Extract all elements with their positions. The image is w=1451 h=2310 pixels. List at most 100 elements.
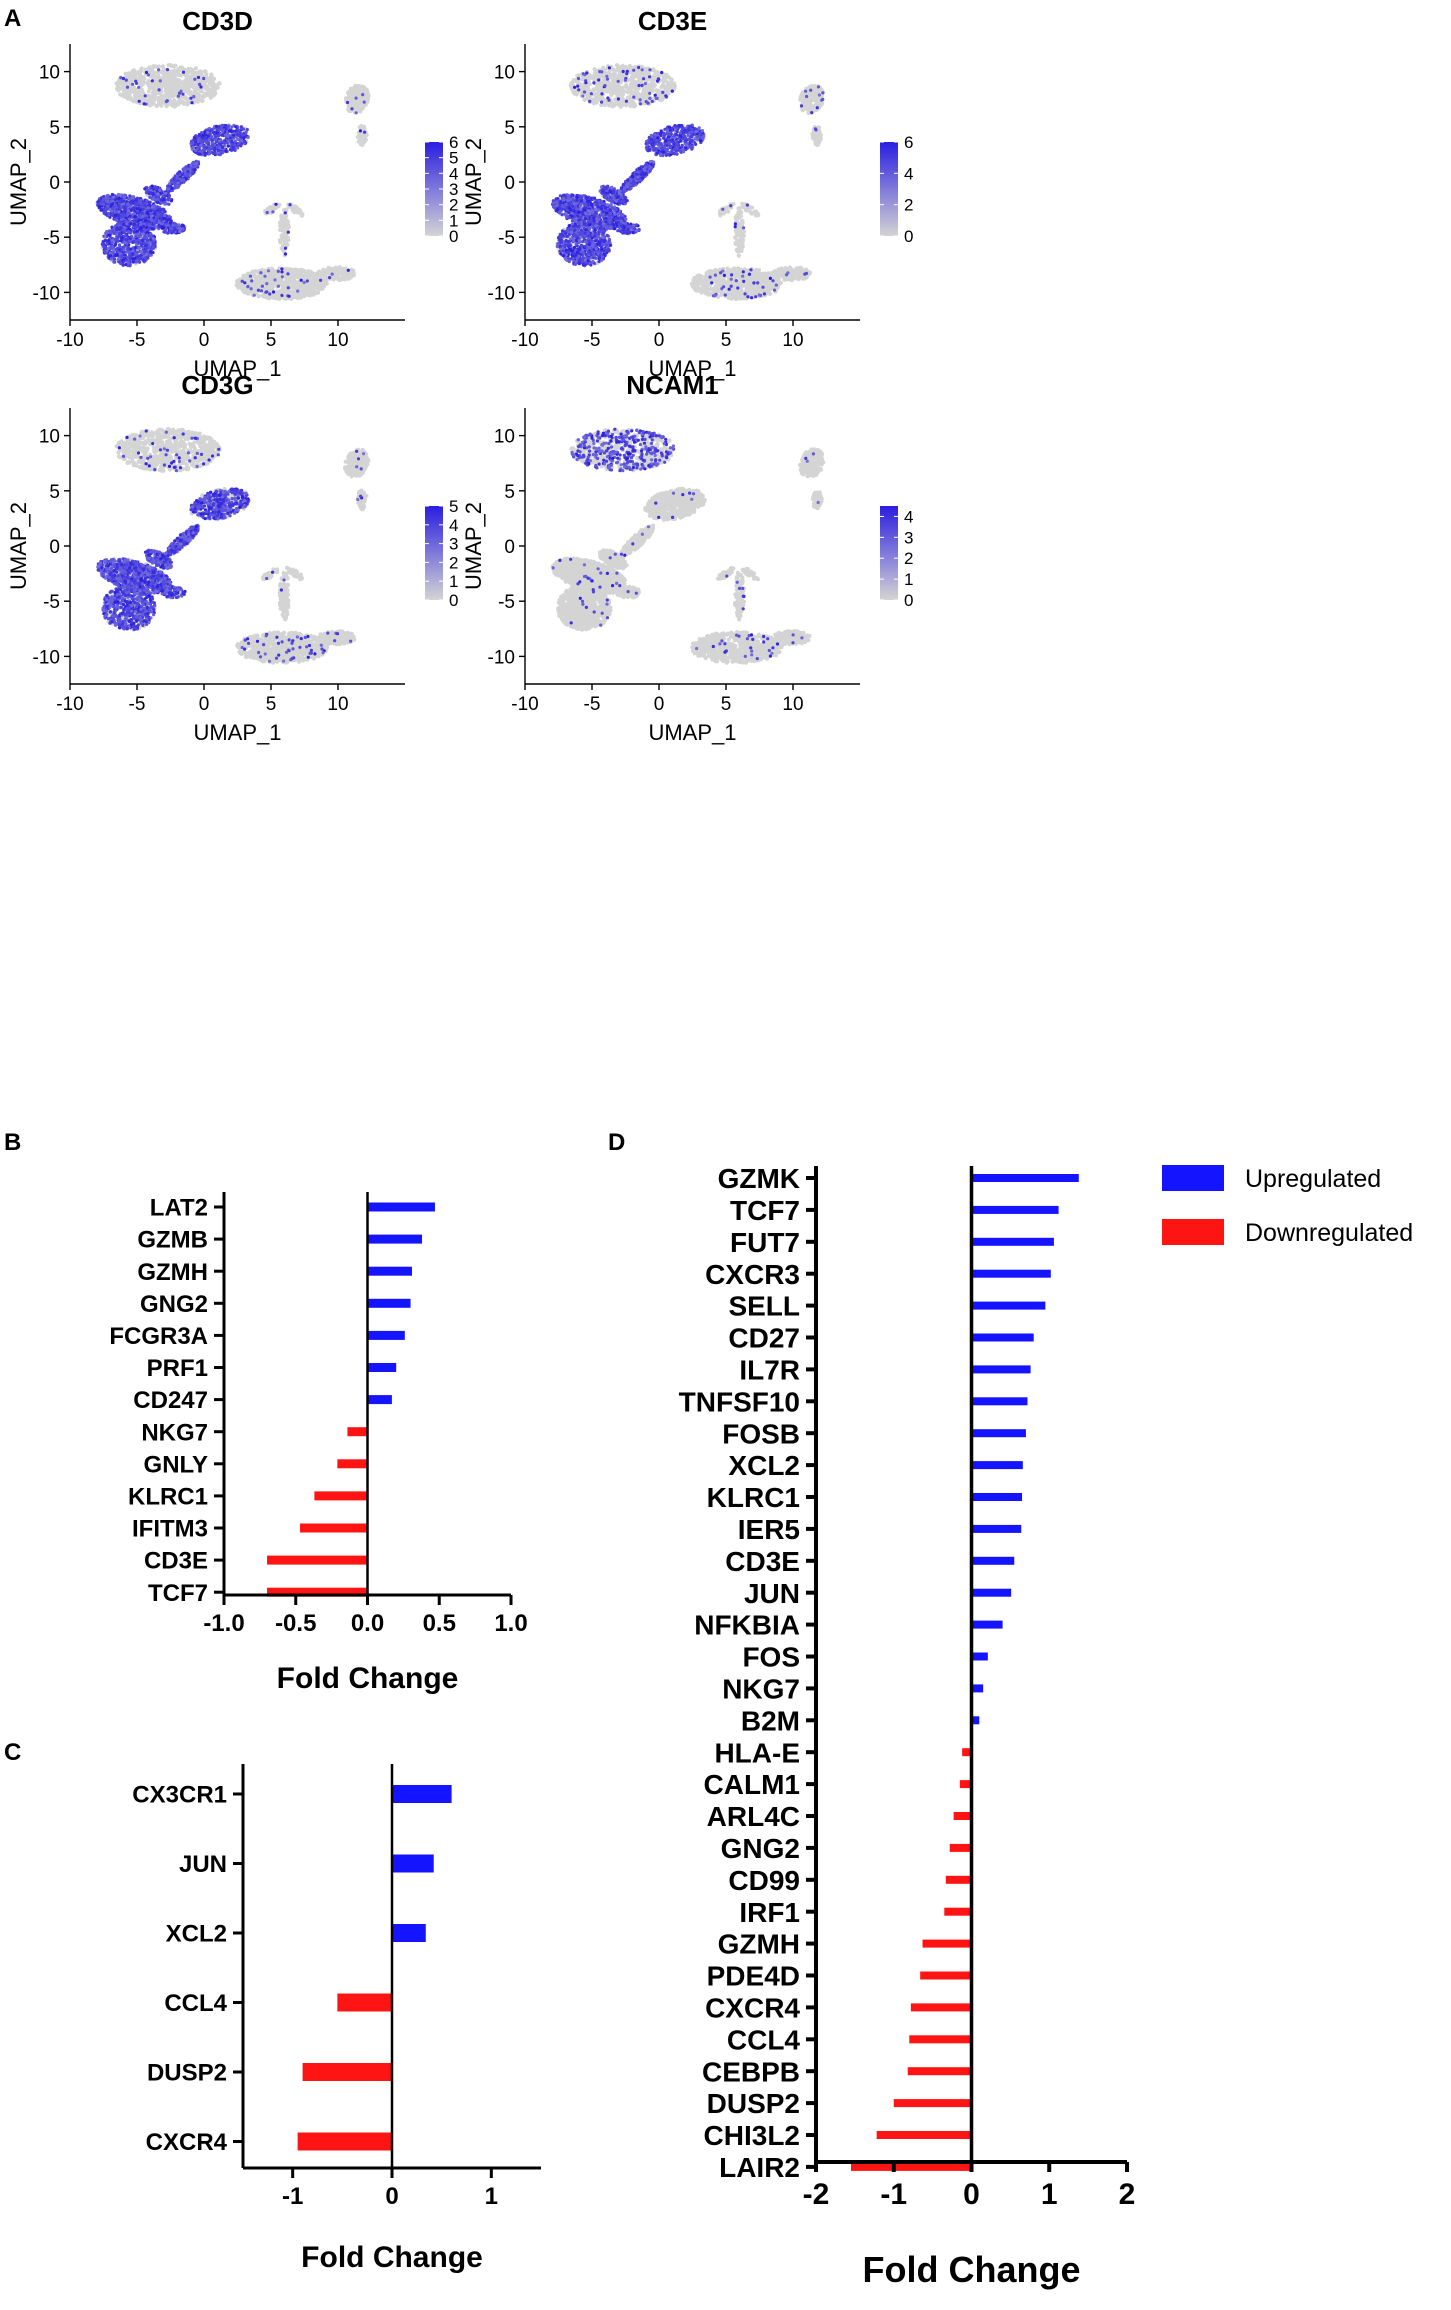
umap-panel-cd3d: CD3D-10 -5 0 5 10-10-50510UMAP_1UMAP_2012345…	[6, 6, 458, 381]
umap-cell	[178, 229, 182, 233]
umap-cell	[358, 129, 362, 133]
umap-cell	[194, 89, 199, 94]
umap-cell	[138, 260, 142, 264]
umap-cell	[213, 137, 217, 141]
umap-cell	[167, 202, 171, 206]
umap-cell	[265, 290, 269, 294]
umap-cell	[246, 285, 250, 289]
umap-cell	[151, 242, 155, 246]
umap-cell	[659, 84, 664, 90]
umap-cell	[665, 80, 670, 85]
umap-cell	[246, 135, 250, 140]
umap-cell	[168, 217, 172, 221]
umap-cell	[131, 237, 135, 241]
umap-cell	[155, 79, 160, 84]
umap-cell	[202, 69, 207, 74]
umap-cell	[138, 208, 142, 212]
umap-cell	[110, 241, 114, 245]
umap-cell	[328, 276, 332, 280]
umap-cell	[179, 89, 183, 93]
umap-cell	[132, 230, 136, 234]
umap-cell	[173, 63, 178, 68]
umap-cell	[107, 233, 111, 237]
umap-cell	[147, 98, 152, 103]
umap-cell	[285, 219, 290, 224]
umap-cell	[361, 93, 365, 97]
umap-cell	[238, 285, 243, 290]
umap-cell	[126, 260, 130, 264]
umap-cell	[190, 101, 194, 105]
umap-cell	[240, 142, 244, 146]
umap-cell	[144, 218, 148, 223]
umap-cell	[118, 81, 123, 86]
umap-cell	[340, 267, 346, 272]
umap-cell	[120, 86, 125, 91]
panel-label: A	[4, 5, 21, 32]
umap-cell	[210, 147, 214, 151]
umap-cell	[132, 195, 136, 199]
umap-cell	[180, 173, 184, 177]
umap-cell	[274, 202, 278, 206]
umap-cell	[181, 167, 185, 171]
umap-cell	[143, 228, 148, 232]
umap-cell	[268, 276, 273, 281]
umap-cell	[113, 198, 117, 202]
umap-cell	[151, 245, 155, 249]
umap-cell	[314, 290, 319, 296]
umap-cell	[264, 295, 269, 300]
umap-cell	[120, 236, 124, 241]
umap-cell	[216, 148, 220, 152]
umap-cell	[117, 196, 121, 200]
umap-cell	[144, 253, 149, 257]
umap-cell	[157, 224, 161, 228]
umap-cell	[216, 143, 220, 147]
umap-cell	[118, 226, 123, 230]
umap-cell	[97, 205, 101, 209]
umap-cell	[314, 281, 319, 286]
umap-cell	[159, 214, 163, 218]
umap-cell	[283, 211, 287, 215]
umap-cell	[154, 103, 159, 109]
umap-cell	[616, 73, 621, 78]
umap-cell	[274, 289, 279, 294]
umap-cell	[123, 71, 128, 76]
umap-cell	[362, 137, 367, 142]
umap-cell	[282, 242, 287, 247]
umap-cell	[195, 161, 199, 165]
umap-cell	[153, 205, 157, 209]
umap-cell	[122, 227, 126, 231]
umap-cell	[143, 187, 147, 191]
umap-cell	[266, 269, 271, 273]
umap-cell	[161, 217, 165, 221]
umap-cell	[165, 103, 170, 108]
umap-cell	[242, 132, 246, 136]
umap-cell	[650, 88, 655, 93]
umap-cell	[144, 235, 148, 240]
umap-cell	[157, 90, 162, 95]
umap-cell	[105, 199, 109, 203]
umap-cell	[135, 243, 139, 247]
umap-cell	[173, 101, 178, 106]
umap-cell	[189, 164, 193, 168]
umap-cell	[126, 247, 130, 251]
umap-cell	[218, 153, 222, 157]
umap-cell	[138, 76, 143, 81]
umap-cell	[630, 80, 635, 85]
umap-cell	[146, 206, 150, 210]
umap-cell	[135, 207, 139, 211]
umap-cell	[278, 238, 283, 243]
umap-cell	[302, 271, 307, 276]
umap-cell	[286, 286, 290, 290]
umap-cell	[101, 202, 105, 206]
umap-cell	[100, 208, 104, 212]
umap-cell	[614, 63, 620, 68]
umap-cell	[161, 194, 165, 198]
umap-x-tick-label: 5	[266, 330, 277, 351]
umap-cell	[256, 288, 260, 292]
umap-cell	[131, 68, 137, 73]
umap-cell	[137, 85, 141, 89]
umap-cell	[628, 103, 633, 109]
umap-cell	[300, 212, 305, 217]
umap-cell	[132, 222, 136, 227]
